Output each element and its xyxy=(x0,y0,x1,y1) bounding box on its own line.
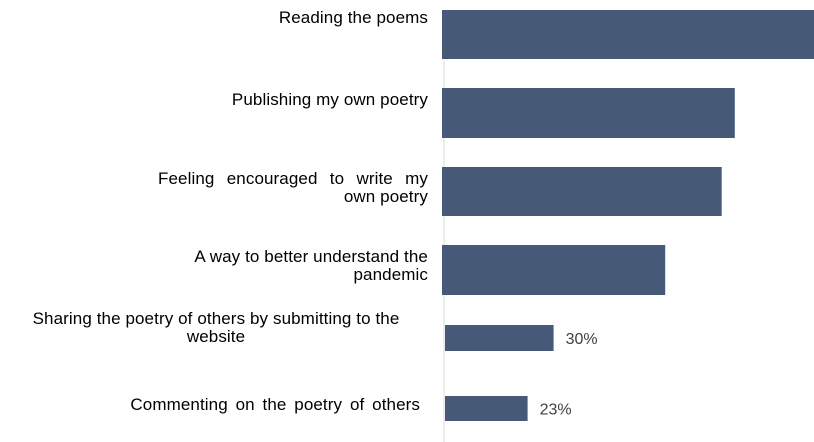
bar xyxy=(442,245,665,295)
data-label: 30% xyxy=(566,331,598,348)
bar xyxy=(442,167,722,216)
bar xyxy=(445,396,528,421)
bar xyxy=(442,88,735,138)
bar xyxy=(442,10,814,59)
data-label: 23% xyxy=(540,402,572,419)
bar xyxy=(445,325,554,351)
